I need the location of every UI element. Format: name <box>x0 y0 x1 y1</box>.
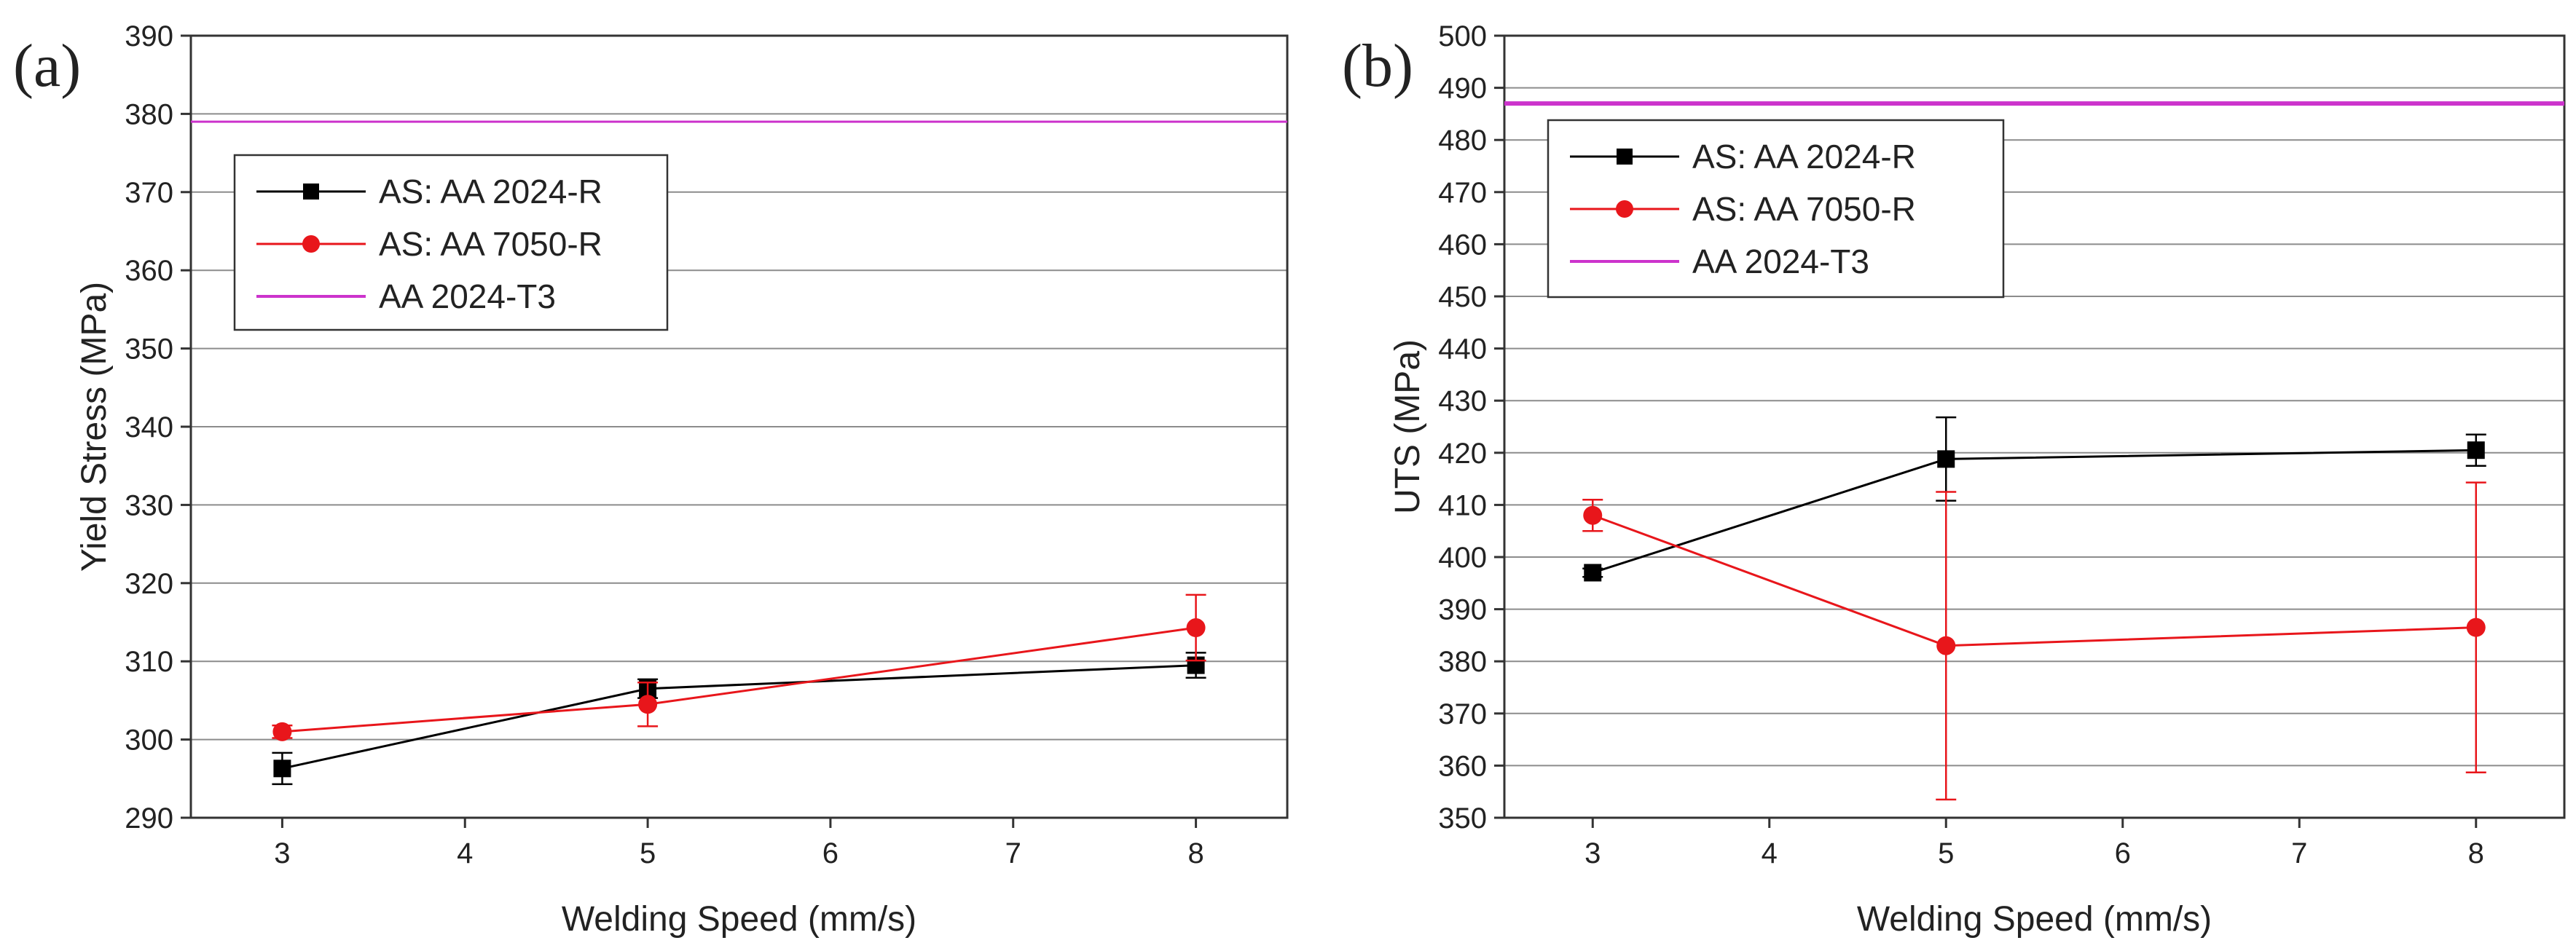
y-tick-label: 350 <box>125 334 173 366</box>
legend-label: AS: AA 2024-R <box>379 173 602 210</box>
legend: AS: AA 2024-R AS: AA 7050-R AA 2024-T3 <box>233 154 669 331</box>
y-tick-label: 420 <box>1438 438 1487 470</box>
y-tick-label: 370 <box>125 177 173 209</box>
panel-label: (b) <box>1342 32 1413 100</box>
series-line <box>1592 449 2476 574</box>
data-point <box>272 722 292 741</box>
legend-marker <box>302 235 320 253</box>
x-tick-label: 7 <box>2291 837 2307 869</box>
y-tick-label: 470 <box>1438 177 1487 209</box>
data-point <box>1186 618 1206 638</box>
legend-marker <box>303 184 319 200</box>
series-line <box>1592 514 2476 647</box>
y-tick-label: 310 <box>125 646 173 678</box>
x-tick-label: 5 <box>1938 837 1954 869</box>
y-tick-label: 450 <box>1438 281 1487 313</box>
y-tick-label: 360 <box>125 255 173 287</box>
y-tick-label: 350 <box>1438 802 1487 834</box>
y-tick-label: 290 <box>125 802 173 834</box>
panel-label: (a) <box>13 32 81 100</box>
series-line <box>282 664 1196 770</box>
plot-frame <box>1503 34 2566 819</box>
x-tick-label: 3 <box>274 837 290 869</box>
data-point <box>1937 450 1955 468</box>
x-axis-label: Welding Speed (mm/s) <box>1857 900 2212 939</box>
y-tick-label: 490 <box>1438 73 1487 105</box>
y-tick-label: 440 <box>1438 334 1487 366</box>
x-tick-label: 6 <box>822 837 839 869</box>
chart-panel-a: (a) 290 300 310 320 330 340 350 360 370 380 390 3 4 5 6… <box>13 20 1289 939</box>
y-tick-label: 320 <box>125 568 173 600</box>
series-line <box>282 626 1196 733</box>
series-aa-7050-r <box>1582 481 2486 801</box>
legend-label: AA 2024-T3 <box>379 277 556 315</box>
x-tick-label: 4 <box>1762 837 1778 869</box>
legend: AS: AA 2024-R AS: AA 7050-R AA 2024-T3 <box>1547 119 2005 299</box>
series-aa-2024-r <box>272 652 1206 786</box>
y-tick-label: 500 <box>1438 20 1487 52</box>
y-tick-label: 380 <box>1438 646 1487 678</box>
x-axis-label: Welding Speed (mm/s) <box>562 900 916 939</box>
y-axis-label: UTS (MPa) <box>1389 339 1427 514</box>
legend-label: AS: AA 2024-R <box>1692 138 1916 175</box>
data-point <box>638 695 658 714</box>
y-tick-label: 480 <box>1438 125 1487 157</box>
legend-marker <box>1617 149 1633 165</box>
y-tick-label: 460 <box>1438 229 1487 261</box>
y-tick-label: 300 <box>125 725 173 757</box>
chart-panel-b: (b) 350 360 370 380 390 400 410 420 430 440 450 460 4… <box>1342 20 2566 939</box>
data-point <box>1936 636 1956 655</box>
series-aa-2024-r <box>1582 416 2486 582</box>
y-tick-label: 410 <box>1438 489 1487 521</box>
x-tick-label: 6 <box>2115 837 2131 869</box>
y-tick-label: 380 <box>125 98 173 130</box>
x-tick-label: 7 <box>1005 837 1021 869</box>
y-tick-label: 340 <box>125 411 173 443</box>
y-tick-label: 390 <box>1438 594 1487 626</box>
legend-label: AA 2024-T3 <box>1692 242 1869 280</box>
x-tick-label: 8 <box>2468 837 2484 869</box>
data-point <box>2466 617 2486 637</box>
y-tick-label: 370 <box>1438 698 1487 730</box>
y-tick-label: 360 <box>1438 750 1487 782</box>
x-tick-label: 4 <box>457 837 473 869</box>
y-tick-label: 390 <box>125 20 173 52</box>
data-point <box>1584 564 1602 582</box>
data-point <box>273 759 291 778</box>
x-tick-label: 5 <box>640 837 656 869</box>
legend-label: AS: AA 7050-R <box>1692 190 1916 228</box>
y-axis-label: Yield Stress (MPa) <box>75 282 114 572</box>
legend-marker <box>1616 200 1633 218</box>
series-aa-7050-r <box>272 593 1206 741</box>
x-tick-label: 3 <box>1585 837 1601 869</box>
y-tick-label: 330 <box>125 489 173 521</box>
data-point <box>2467 441 2485 459</box>
data-point <box>1583 505 1603 525</box>
y-tick-label: 400 <box>1438 542 1487 574</box>
legend-label: AS: AA 7050-R <box>379 225 602 263</box>
x-tick-label: 8 <box>1187 837 1203 869</box>
y-tick-label: 430 <box>1438 385 1487 417</box>
